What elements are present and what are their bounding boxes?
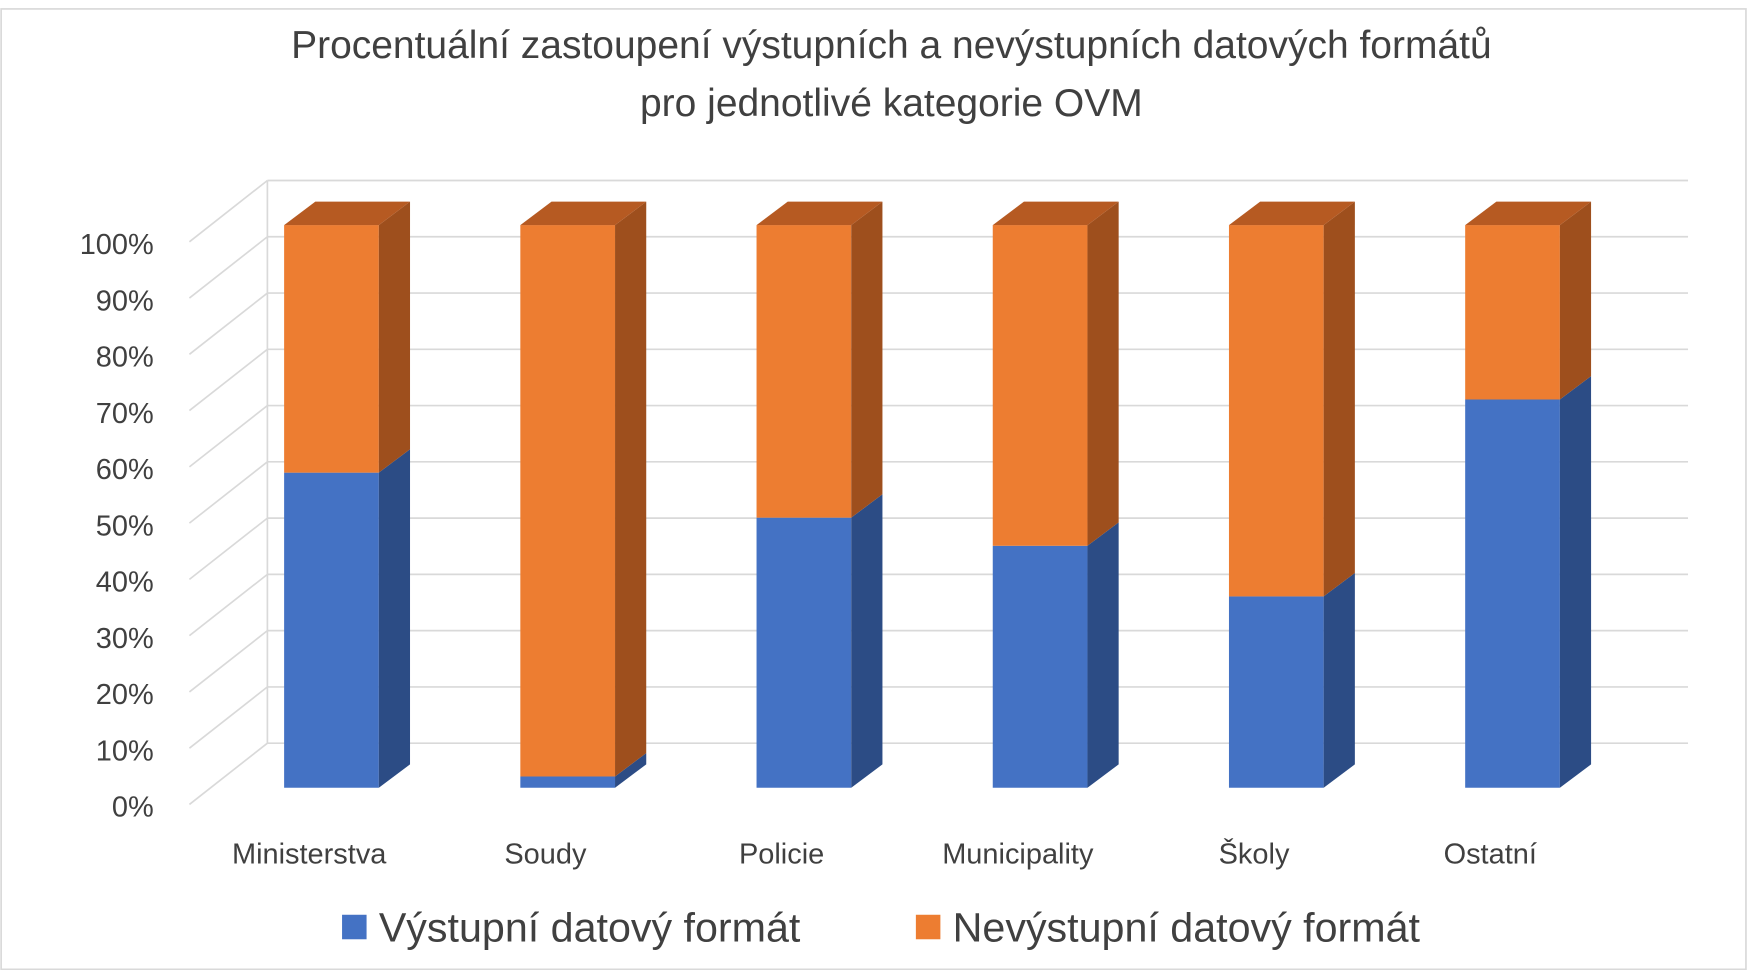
bar (520, 776, 616, 788)
bar-top (756, 201, 883, 226)
bar (1228, 596, 1324, 788)
legend-swatch (342, 914, 367, 940)
bar-top (520, 201, 647, 226)
chart-title: Procentuální zastoupení výstupních a nev… (291, 24, 1492, 67)
bar (284, 225, 379, 473)
x-tick-label: Soudy (504, 839, 587, 871)
grid-line-side (188, 236, 268, 299)
grid-line-side (188, 348, 268, 412)
grid-line-side (188, 629, 268, 693)
bar-side (615, 201, 647, 777)
y-tick-label: 80% (96, 342, 154, 374)
x-tick-label: Policie (739, 839, 824, 871)
y-tick-label: 30% (96, 623, 154, 655)
grid-line-side (188, 742, 268, 806)
bar (1465, 225, 1560, 400)
grid-line-side (188, 179, 268, 243)
bar (1228, 225, 1324, 597)
bar-top (1465, 201, 1592, 226)
y-tick-label: 100% (80, 229, 154, 261)
chart-subtitle: pro jednotlivé kategorie OVM (640, 82, 1143, 125)
y-tick-label: 50% (96, 510, 154, 542)
grid-line-side (188, 517, 268, 581)
bar (992, 225, 1088, 546)
bar (992, 545, 1088, 788)
bar (284, 472, 379, 788)
y-tick-label: 10% (96, 735, 154, 767)
bar-side (378, 201, 411, 473)
bar-top (284, 201, 411, 226)
y-tick-label: 60% (96, 454, 154, 486)
bar-side (851, 494, 883, 788)
y-tick-label: 70% (96, 398, 154, 430)
bar (756, 517, 852, 788)
grid-line-side (188, 461, 268, 524)
y-tick-label: 40% (96, 567, 154, 599)
bar-side (615, 753, 647, 788)
bar (756, 225, 852, 518)
x-tick-label: Ostatní (1444, 839, 1537, 871)
bar-side (1559, 376, 1592, 788)
bar (1465, 399, 1560, 788)
bar-side (1087, 522, 1119, 788)
grid-line-side (188, 292, 268, 355)
legend-label: Nevýstupní datový formát (953, 904, 1421, 950)
bar-side (1559, 201, 1592, 400)
x-tick-label: Ministerstva (232, 839, 387, 871)
y-tick-label: 20% (96, 679, 154, 711)
bar-side (1323, 201, 1355, 597)
bar-top (1228, 201, 1355, 226)
grid-line-side (188, 686, 268, 749)
x-tick-label: Školy (1219, 837, 1290, 871)
legend-label: Výstupní datový formát (379, 904, 801, 950)
legend-swatch (915, 914, 941, 940)
bar-side (851, 201, 883, 518)
bar-side (378, 449, 411, 788)
bar (520, 225, 616, 777)
bar-side (1323, 573, 1355, 788)
y-tick-label: 90% (96, 285, 154, 317)
grid-line-side (188, 573, 268, 637)
bar-side (1087, 201, 1119, 546)
bar-top (992, 201, 1119, 226)
x-tick-label: Municipality (942, 839, 1094, 871)
grid-line-side (188, 404, 268, 468)
y-tick-label: 0% (112, 792, 154, 824)
